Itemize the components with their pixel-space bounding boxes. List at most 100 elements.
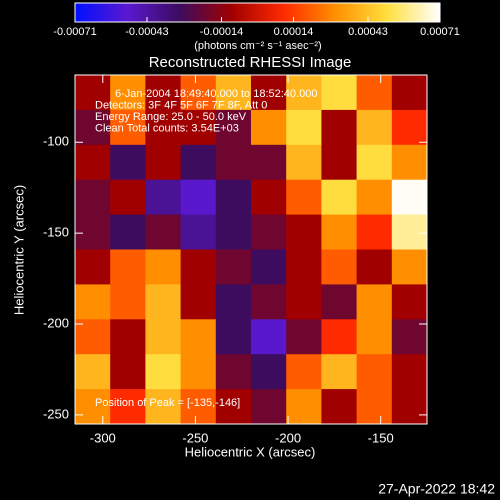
heatmap-cell [75, 75, 111, 111]
heatmap-cell [75, 179, 111, 216]
heatmap-cell [321, 354, 358, 390]
heatmap-cell [251, 354, 287, 390]
heatmap-cell [110, 354, 146, 390]
y-tick-label: -100 [43, 134, 69, 149]
heatmap-cell [110, 109, 146, 146]
annotation: Detectors: 3F 4F 5F 6F 7F 8F, Att 0 [95, 99, 267, 111]
heatmap-cell [391, 389, 428, 425]
heatmap-cell [180, 179, 217, 216]
heatmap-cell [145, 179, 182, 216]
heatmap-cell [110, 144, 146, 181]
heatmap-cell [286, 75, 322, 111]
heatmap-cell [110, 179, 146, 216]
heatmap-cell [321, 249, 358, 285]
heatmap-cell [215, 214, 252, 250]
heatmap-cell [180, 389, 217, 425]
heatmap-cell [356, 75, 393, 111]
heatmap-cell [251, 109, 287, 146]
x-tick-label: -150 [368, 430, 394, 445]
heatmap-cell [180, 109, 217, 146]
colorbar-tick-label: 0.00014 [274, 26, 314, 38]
annotation: Clean Total counts: 3.54E+03 [95, 122, 239, 134]
heatmap-cell [110, 214, 146, 250]
y-tick-label: -200 [43, 315, 69, 330]
y-axis-label: Heliocentric Y (arcsec) [11, 185, 26, 315]
footer: 27-Apr-2022 18:42 [378, 481, 495, 497]
heatmap-cell [110, 75, 146, 111]
heatmap-cell [391, 284, 428, 320]
heatmap-cell [286, 109, 322, 146]
heatmap-cell [356, 144, 393, 181]
heatmap-cell [145, 144, 182, 181]
colorbar-tick-label: 0.00071 [420, 26, 460, 38]
colorbar-tick-label: 0.00043 [348, 26, 388, 38]
heatmap-cell [286, 354, 322, 390]
heatmap-cell [75, 354, 111, 390]
heatmap-cell [286, 319, 322, 355]
heatmap-cell [75, 319, 111, 355]
heatmap-cell [75, 144, 111, 181]
heatmap-cell [321, 109, 358, 146]
heatmap-cell [180, 75, 217, 111]
y-tick-label: -250 [43, 406, 69, 421]
heatmap-cell [321, 389, 358, 425]
heatmap-cell [321, 179, 358, 216]
heatmap-cell [251, 144, 287, 181]
heatmap-cell [321, 75, 358, 111]
heatmap-cell [321, 284, 358, 320]
heatmap-cell [180, 284, 217, 320]
x-tick-label: -300 [90, 430, 116, 445]
peak-note: Position of Peak = [-135,-146] [95, 397, 240, 409]
heatmap-cell [286, 144, 322, 181]
heatmap-cell [321, 319, 358, 355]
heatmap-cell [180, 214, 217, 250]
heatmap-cell [356, 319, 393, 355]
heatmap-cell [286, 249, 322, 285]
colorbar [74, 2, 441, 23]
heatmap-cell [251, 214, 287, 250]
heatmap-cell [180, 319, 217, 355]
heatmap-cell [251, 389, 287, 425]
heatmap-cell [110, 249, 146, 285]
heatmap-cell [286, 214, 322, 250]
heatmap-cell [215, 179, 252, 216]
heatmap-cell [251, 179, 287, 216]
heatmap-cell [286, 179, 322, 216]
heatmap-cell [251, 319, 287, 355]
heatmap-cell [391, 109, 428, 146]
heatmap [75, 75, 428, 425]
heatmap-cell [215, 249, 252, 285]
heatmap-cell [75, 214, 111, 250]
heatmap-cell [356, 179, 393, 216]
heatmap-cell [215, 75, 252, 111]
heatmap-cell [356, 354, 393, 390]
heatmap-cell [286, 284, 322, 320]
heatmap-cell [356, 109, 393, 146]
heatmap-cell [391, 214, 428, 250]
heatmap-cell [180, 354, 217, 390]
heatmap-cell [145, 214, 182, 250]
heatmap-cell [251, 75, 287, 111]
heatmap-cell [180, 144, 217, 181]
heatmap-cell [215, 319, 252, 355]
heatmap-cell [110, 389, 146, 425]
heatmap-cell [286, 389, 322, 425]
heatmap-cell [145, 389, 182, 425]
heatmap-cell [391, 319, 428, 355]
heatmap-cell [145, 354, 182, 390]
heatmap-cell [215, 354, 252, 390]
heatmap-cell [180, 249, 217, 285]
heatmap-cell [215, 144, 252, 181]
colorbar-tick-label: -0.00014 [200, 26, 243, 38]
heatmap-cell [391, 179, 428, 216]
heatmap-cell [215, 284, 252, 320]
heatmap-cell [391, 144, 428, 181]
heatmap-cell [75, 109, 111, 146]
annotation: 6-Jan-2004 18:49:40.000 to 18:52:40.000 [115, 88, 317, 100]
heatmap-cell [75, 249, 111, 285]
heatmap-cell [391, 75, 428, 111]
heatmap-cell [110, 284, 146, 320]
heatmap-cell [145, 249, 182, 285]
heatmap-cell [145, 284, 182, 320]
